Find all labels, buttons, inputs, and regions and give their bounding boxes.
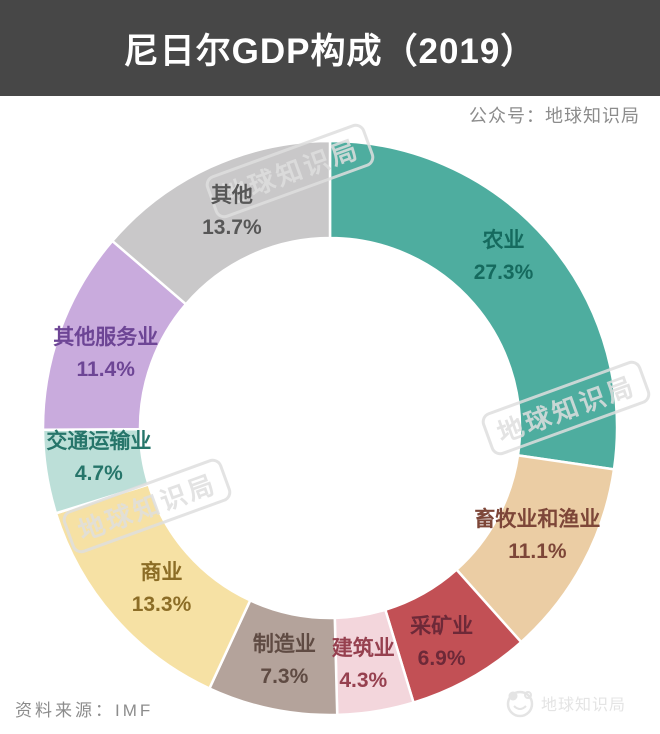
brand-logo: 地球知识局 — [503, 686, 626, 720]
data-source-note: 资料来源：IMF — [15, 701, 154, 720]
brand-logo-text: 地球知识局 — [540, 697, 626, 714]
pie-segment — [111, 139, 332, 306]
globe-icon — [506, 690, 534, 718]
pie-segment — [328, 139, 619, 471]
page-title: 尼日尔GDP构成（2019） — [123, 31, 537, 71]
header-bar: 尼日尔GDP构成（2019） — [0, 0, 660, 96]
wechat-account-note: 公众号：地球知识局 — [469, 106, 640, 126]
